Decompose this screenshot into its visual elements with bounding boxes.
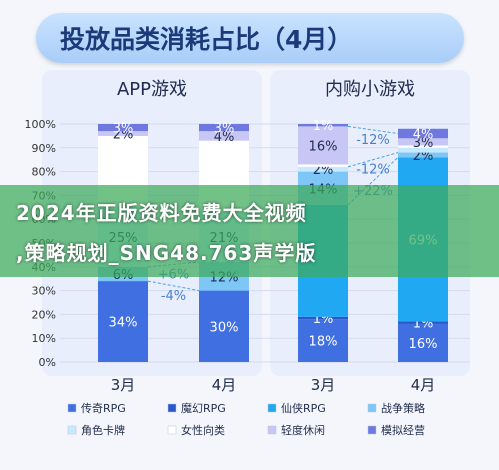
bar-segment bbox=[398, 323, 448, 362]
page-title: 投放品类消耗占比（4月） bbox=[60, 25, 353, 54]
change-label: -4% bbox=[161, 289, 186, 304]
overlay-text-line2: ,策略规划_SNG48.763声学版 bbox=[16, 241, 317, 265]
data-label: 16% bbox=[309, 139, 338, 154]
data-label: 34% bbox=[109, 316, 138, 331]
data-label: 2% bbox=[413, 149, 434, 164]
y-tick-label: 100% bbox=[25, 118, 56, 131]
bar-segment bbox=[398, 321, 448, 324]
bar-segment bbox=[98, 281, 148, 362]
x-tick-label: 4月 bbox=[212, 376, 237, 394]
legend-swatch bbox=[367, 403, 377, 413]
bar-segment bbox=[199, 124, 249, 132]
data-label: 4% bbox=[214, 130, 235, 145]
change-label: -12% bbox=[356, 163, 390, 178]
bar-segment bbox=[98, 131, 148, 136]
legend-label: 传奇RPG bbox=[81, 402, 126, 415]
data-label: 18% bbox=[309, 335, 338, 350]
change-connector bbox=[347, 125, 399, 135]
group-title: 内购小游戏 bbox=[325, 79, 415, 100]
bar-segment bbox=[298, 166, 348, 172]
change-connector bbox=[147, 280, 200, 292]
data-label: 2% bbox=[313, 163, 334, 178]
data-label: 30% bbox=[210, 320, 239, 335]
bar-segment bbox=[199, 131, 249, 141]
legend-label: 女性向类 bbox=[181, 423, 225, 437]
bar-segment bbox=[298, 316, 348, 320]
bar-segment bbox=[398, 145, 448, 148]
group-title: APP游戏 bbox=[117, 79, 187, 100]
overlay-banner bbox=[0, 185, 499, 277]
y-tick-label: 10% bbox=[32, 332, 56, 345]
data-label: 3% bbox=[113, 122, 134, 137]
data-label: 3% bbox=[214, 122, 235, 137]
bar-segment bbox=[398, 138, 448, 146]
y-tick-label: 80% bbox=[32, 166, 56, 179]
legend-label: 仙侠RPG bbox=[281, 402, 326, 415]
title-pill bbox=[36, 13, 464, 63]
legend-swatch bbox=[67, 403, 77, 413]
legend-swatch bbox=[167, 403, 177, 413]
x-tick-label: 3月 bbox=[111, 376, 136, 394]
legend-swatch bbox=[267, 403, 277, 413]
data-label: 4% bbox=[413, 128, 434, 143]
change-connector bbox=[347, 152, 399, 168]
legend-swatch bbox=[67, 425, 77, 435]
legend-label: 战争策略 bbox=[381, 401, 425, 415]
y-tick-label: 90% bbox=[32, 142, 56, 155]
legend-swatch bbox=[367, 425, 377, 435]
x-tick-label: 4月 bbox=[411, 376, 436, 394]
data-label: 2% bbox=[113, 128, 134, 143]
data-label: 3% bbox=[413, 136, 434, 151]
legend-swatch bbox=[267, 425, 277, 435]
overlay-text-line1: 2024年正版资料免费大全视频 bbox=[16, 201, 307, 225]
bar-segment bbox=[398, 128, 448, 139]
y-tick-label: 20% bbox=[32, 308, 56, 321]
legend-label: 角色卡牌 bbox=[81, 423, 125, 437]
legend-label: 模拟经营 bbox=[381, 423, 425, 437]
legend-label: 魔幻RPG bbox=[181, 401, 226, 415]
data-label: 16% bbox=[409, 337, 438, 352]
y-tick-label: 0% bbox=[39, 356, 56, 369]
y-tick-label: 30% bbox=[32, 285, 56, 298]
x-tick-label: 3月 bbox=[311, 376, 336, 394]
bar-segment bbox=[398, 152, 448, 158]
bar-segment bbox=[199, 290, 249, 362]
bar-segment bbox=[98, 124, 148, 132]
bar-segment bbox=[398, 147, 448, 153]
bar-segment bbox=[298, 319, 348, 362]
bar-segment bbox=[298, 126, 348, 165]
bar-segment bbox=[298, 164, 348, 167]
legend-swatch bbox=[167, 425, 177, 435]
bar-segment bbox=[298, 124, 348, 127]
change-label: -12% bbox=[356, 133, 390, 148]
legend-label: 轻度休闲 bbox=[281, 423, 325, 437]
data-label: 1% bbox=[313, 119, 334, 134]
